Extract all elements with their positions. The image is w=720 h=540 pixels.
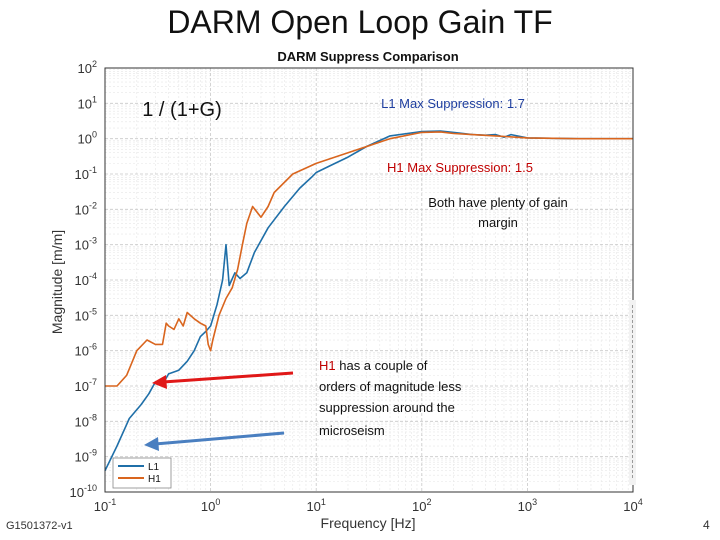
blue-arrow [144, 431, 285, 451]
h1-note-line-3: suppression around the [319, 400, 455, 415]
y-tick-label: 10-8 [75, 412, 97, 429]
x-tick-label: 100 [201, 497, 220, 514]
x-tick-label: 101 [306, 497, 325, 514]
legend: L1 H1 [112, 457, 172, 489]
y-tick-labels: 102 101 100 10-1 10-2 10-3 10-4 10-5 10-6 10-7 10-… [70, 59, 97, 500]
slide-title: DARM Open Loop Gain TF [167, 4, 553, 40]
footer-id: G1501372-v1 [6, 520, 73, 532]
legend-label-l1: L1 [148, 462, 160, 473]
x-tick-labels: 10-1 100 101 102 103 104 [94, 497, 643, 514]
y-tick-label: 10-4 [75, 271, 97, 288]
legend-label-h1: H1 [148, 474, 161, 485]
y-tick-label: 10-1 [75, 165, 97, 182]
y-tick-label: 102 [78, 59, 97, 76]
series-line-h1 [105, 131, 633, 387]
l1-max-annotation: L1 Max Suppression: 1.7 [381, 96, 525, 111]
h1-note-line-4: microseism [319, 423, 385, 438]
h1-note-prefix: H1 [319, 358, 336, 373]
x-tick-label: 102 [412, 497, 431, 514]
x-axis-label: Frequency [Hz] [321, 515, 416, 531]
x-tick-label: 104 [623, 497, 642, 514]
y-tick-label: 10-10 [70, 483, 97, 500]
y-tick-label: 10-2 [75, 200, 97, 217]
page-number: 4 [703, 518, 710, 532]
y-tick-label: 10-3 [75, 236, 97, 253]
plot-frame [104, 67, 634, 493]
y-axis-label: Magnitude [m/m] [49, 230, 65, 334]
y-tick-label: 100 [78, 130, 97, 147]
h1-max-annotation: H1 Max Suppression: 1.5 [387, 160, 533, 175]
series-group [104, 130, 633, 472]
gain-margin-line-1: Both have plenty of gain [428, 195, 568, 210]
y-tick-label: 10-7 [75, 377, 97, 394]
y-tick-label: 101 [78, 94, 97, 111]
x-tick-label: 103 [518, 497, 537, 514]
y-tick-label: 10-9 [75, 448, 97, 465]
chart-title: DARM Suppress Comparison [277, 49, 458, 64]
h1-note-line-1: H1 has a couple of [319, 358, 428, 373]
h1-note-line-1-rest: has a couple of [336, 358, 428, 373]
formula-annotation: 1 / (1+G) [142, 99, 221, 121]
side-watermark [629, 300, 636, 485]
x-tick-label: 10-1 [94, 497, 116, 514]
gain-margin-line-2: margin [478, 215, 518, 230]
h1-note-line-2: orders of magnitude less [319, 379, 462, 394]
y-tick-label: 10-6 [75, 342, 97, 359]
y-tick-label: 10-5 [75, 306, 97, 323]
legend-box [112, 457, 172, 489]
red-arrow [152, 371, 294, 389]
